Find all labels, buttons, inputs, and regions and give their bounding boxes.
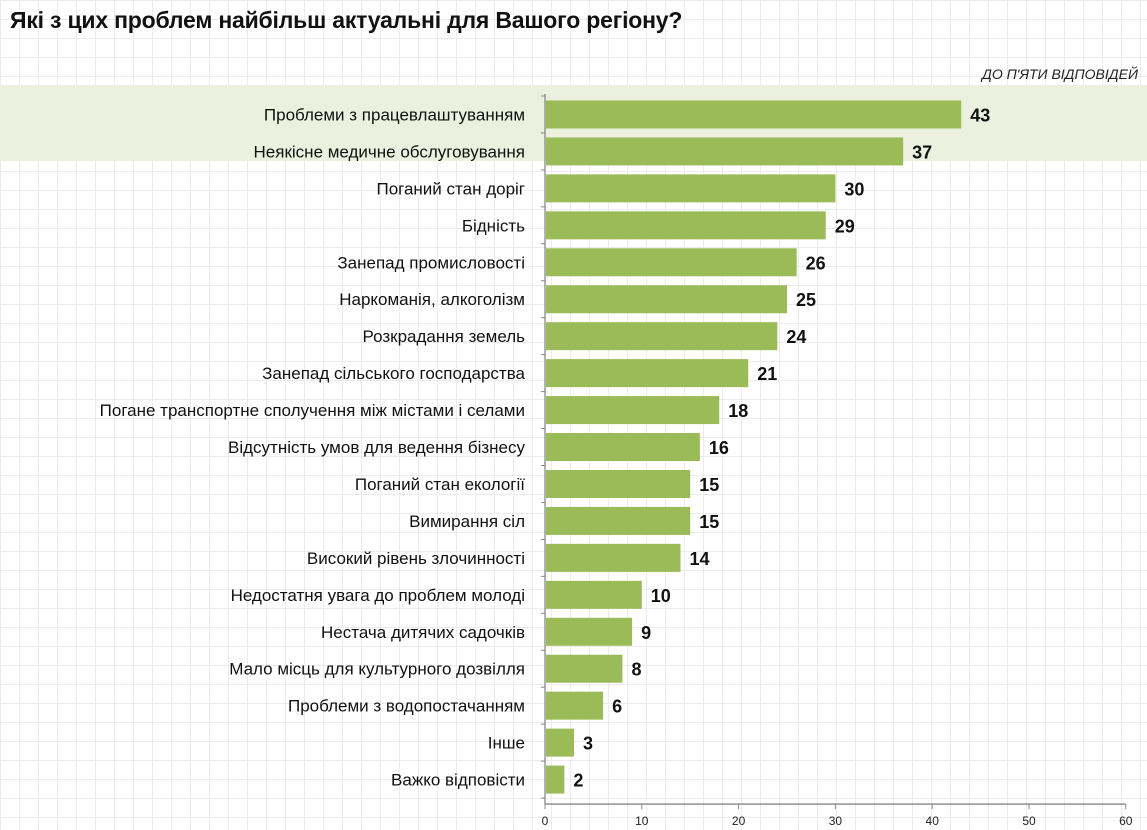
bar bbox=[546, 100, 962, 129]
value-label: 26 bbox=[806, 253, 826, 273]
chart-title: Які з цих проблем найбільш актуальні для… bbox=[10, 7, 683, 33]
bar bbox=[546, 174, 836, 203]
x-tick-label: 0 bbox=[542, 814, 549, 828]
bar bbox=[546, 691, 604, 720]
value-label: 15 bbox=[699, 512, 719, 532]
category-label: Розкрадання земель bbox=[363, 327, 526, 346]
category-label: Інше bbox=[488, 734, 525, 753]
bar bbox=[546, 469, 691, 498]
value-label: 2 bbox=[573, 771, 583, 791]
value-label: 21 bbox=[757, 364, 777, 384]
bar bbox=[546, 285, 787, 314]
bar bbox=[546, 322, 778, 351]
category-label: Неякісне медичне обслуговування bbox=[254, 142, 525, 161]
bar bbox=[546, 617, 633, 646]
bar bbox=[546, 211, 826, 240]
bar bbox=[546, 506, 691, 535]
category-label: Проблеми з працевлаштуванням bbox=[264, 105, 525, 124]
category-label: Занепад сільського господарства bbox=[262, 364, 525, 383]
bar bbox=[546, 248, 797, 277]
bars-group: Проблеми з працевлаштуванням 43 Неякісне м… bbox=[100, 100, 990, 794]
bar bbox=[546, 580, 642, 609]
category-label: Проблеми з водопостачанням bbox=[288, 697, 525, 716]
bar bbox=[546, 728, 575, 757]
value-label: 9 bbox=[641, 623, 651, 643]
value-label: 29 bbox=[835, 216, 855, 236]
category-label: Недостатня увага до проблем молоді bbox=[231, 586, 525, 605]
value-label: 3 bbox=[583, 734, 593, 754]
value-label: 6 bbox=[612, 697, 622, 717]
axis-group: 0 10 20 30 40 50 60 bbox=[541, 94, 1133, 828]
bar bbox=[546, 359, 749, 388]
x-tick-label: 20 bbox=[732, 814, 746, 828]
category-label: Нестача дитячих садочків bbox=[321, 623, 525, 642]
x-tick-label: 40 bbox=[926, 814, 940, 828]
category-label: Мало місць для культурного дозвілля bbox=[229, 660, 525, 679]
x-tick-label: 60 bbox=[1119, 814, 1133, 828]
value-label: 30 bbox=[844, 179, 864, 199]
bar bbox=[546, 765, 565, 794]
value-label: 37 bbox=[912, 142, 932, 162]
bar bbox=[546, 137, 904, 166]
x-tick-label: 50 bbox=[1022, 814, 1036, 828]
value-label: 16 bbox=[709, 438, 729, 458]
x-tick-label: 30 bbox=[829, 814, 843, 828]
x-tick-label: 10 bbox=[635, 814, 649, 828]
value-label: 24 bbox=[786, 327, 806, 347]
category-label: Поганий стан доріг bbox=[376, 179, 525, 198]
value-label: 8 bbox=[631, 660, 641, 680]
category-label: Вимирання сіл bbox=[409, 512, 525, 531]
category-label: Відсутність умов для ведення бізнесу bbox=[228, 438, 525, 457]
value-label: 14 bbox=[690, 549, 710, 569]
bar bbox=[546, 433, 700, 462]
category-label: Наркоманія, алкоголізм bbox=[339, 290, 525, 309]
bar bbox=[546, 396, 720, 425]
category-label: Важко відповісти bbox=[391, 771, 525, 790]
bar bbox=[546, 654, 623, 683]
value-label: 15 bbox=[699, 475, 719, 495]
value-label: 10 bbox=[651, 586, 671, 606]
category-label: Бідність bbox=[462, 216, 525, 235]
category-label: Високий рівень злочинності bbox=[307, 549, 525, 568]
bar bbox=[546, 543, 681, 572]
category-label: Занепад промисловості bbox=[337, 253, 525, 272]
category-label: Погане транспортне сполучення між містам… bbox=[100, 401, 525, 420]
answer-note: ДО П'ЯТИ ВІДПОВІДЕЙ bbox=[981, 66, 1138, 82]
value-label: 43 bbox=[970, 105, 990, 125]
value-label: 18 bbox=[728, 401, 748, 421]
value-label: 25 bbox=[796, 290, 816, 310]
category-label: Поганий стан екології bbox=[355, 475, 525, 494]
